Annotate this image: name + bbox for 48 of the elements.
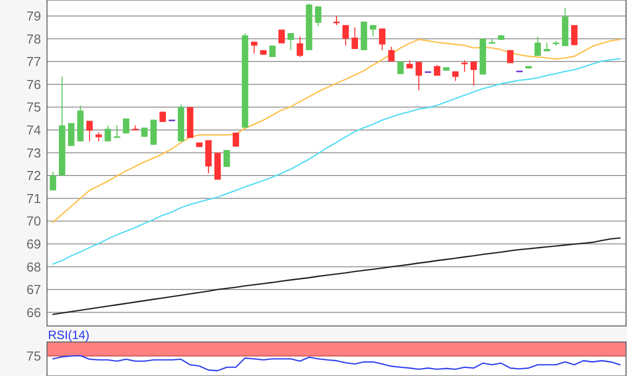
candlestick	[388, 46, 395, 62]
candlestick	[333, 15, 340, 26]
y-tick-label: 67	[26, 282, 41, 298]
candlestick	[397, 61, 404, 75]
candlestick	[370, 24, 376, 37]
candlestick	[507, 50, 514, 64]
chart-title: RSI(14)	[48, 328, 90, 342]
candlestick	[224, 150, 230, 168]
y-tick-label: 69	[26, 236, 41, 252]
candlestick	[342, 24, 349, 46]
candlestick	[288, 32, 294, 51]
y-tick-label: 75	[26, 100, 41, 115]
y-tick-label: 71	[26, 190, 41, 206]
candlestick	[86, 120, 93, 142]
candlestick	[352, 26, 358, 50]
candlestick	[416, 62, 422, 91]
line-series	[52, 237, 621, 316]
y-tick-label: 77	[26, 54, 41, 70]
candlestick	[278, 29, 285, 44]
candlestick	[95, 132, 102, 142]
y-tick-label: 66	[26, 304, 41, 320]
y-tick-label: 78	[26, 31, 41, 46]
candlestick	[104, 124, 112, 142]
candlestick	[296, 36, 304, 58]
candlestick	[534, 36, 541, 56]
candlestick	[160, 111, 166, 122]
y-tick-label: 68	[26, 259, 41, 274]
candlestick	[250, 41, 258, 54]
candlestick	[68, 122, 74, 146]
candlestick	[50, 171, 56, 191]
candlestick	[269, 45, 276, 58]
candlestick	[114, 124, 120, 138]
line-series	[52, 38, 621, 223]
y-tick-label: 79	[26, 8, 41, 24]
y-tick-label: 73	[26, 145, 41, 160]
y-tick-label: 70	[26, 214, 41, 229]
y-tick-label: 72	[26, 168, 41, 184]
candlestick	[122, 118, 130, 134]
y-tick-label: 76	[26, 76, 41, 92]
candlestick	[571, 24, 578, 46]
candlestick	[379, 28, 386, 51]
candlestick	[461, 60, 468, 72]
line-series	[52, 58, 621, 265]
candlestick	[141, 127, 148, 138]
candlestick	[315, 6, 322, 27]
candlestick	[470, 61, 477, 86]
y-tick-label: 74	[26, 122, 41, 138]
candlestick	[232, 132, 240, 148]
